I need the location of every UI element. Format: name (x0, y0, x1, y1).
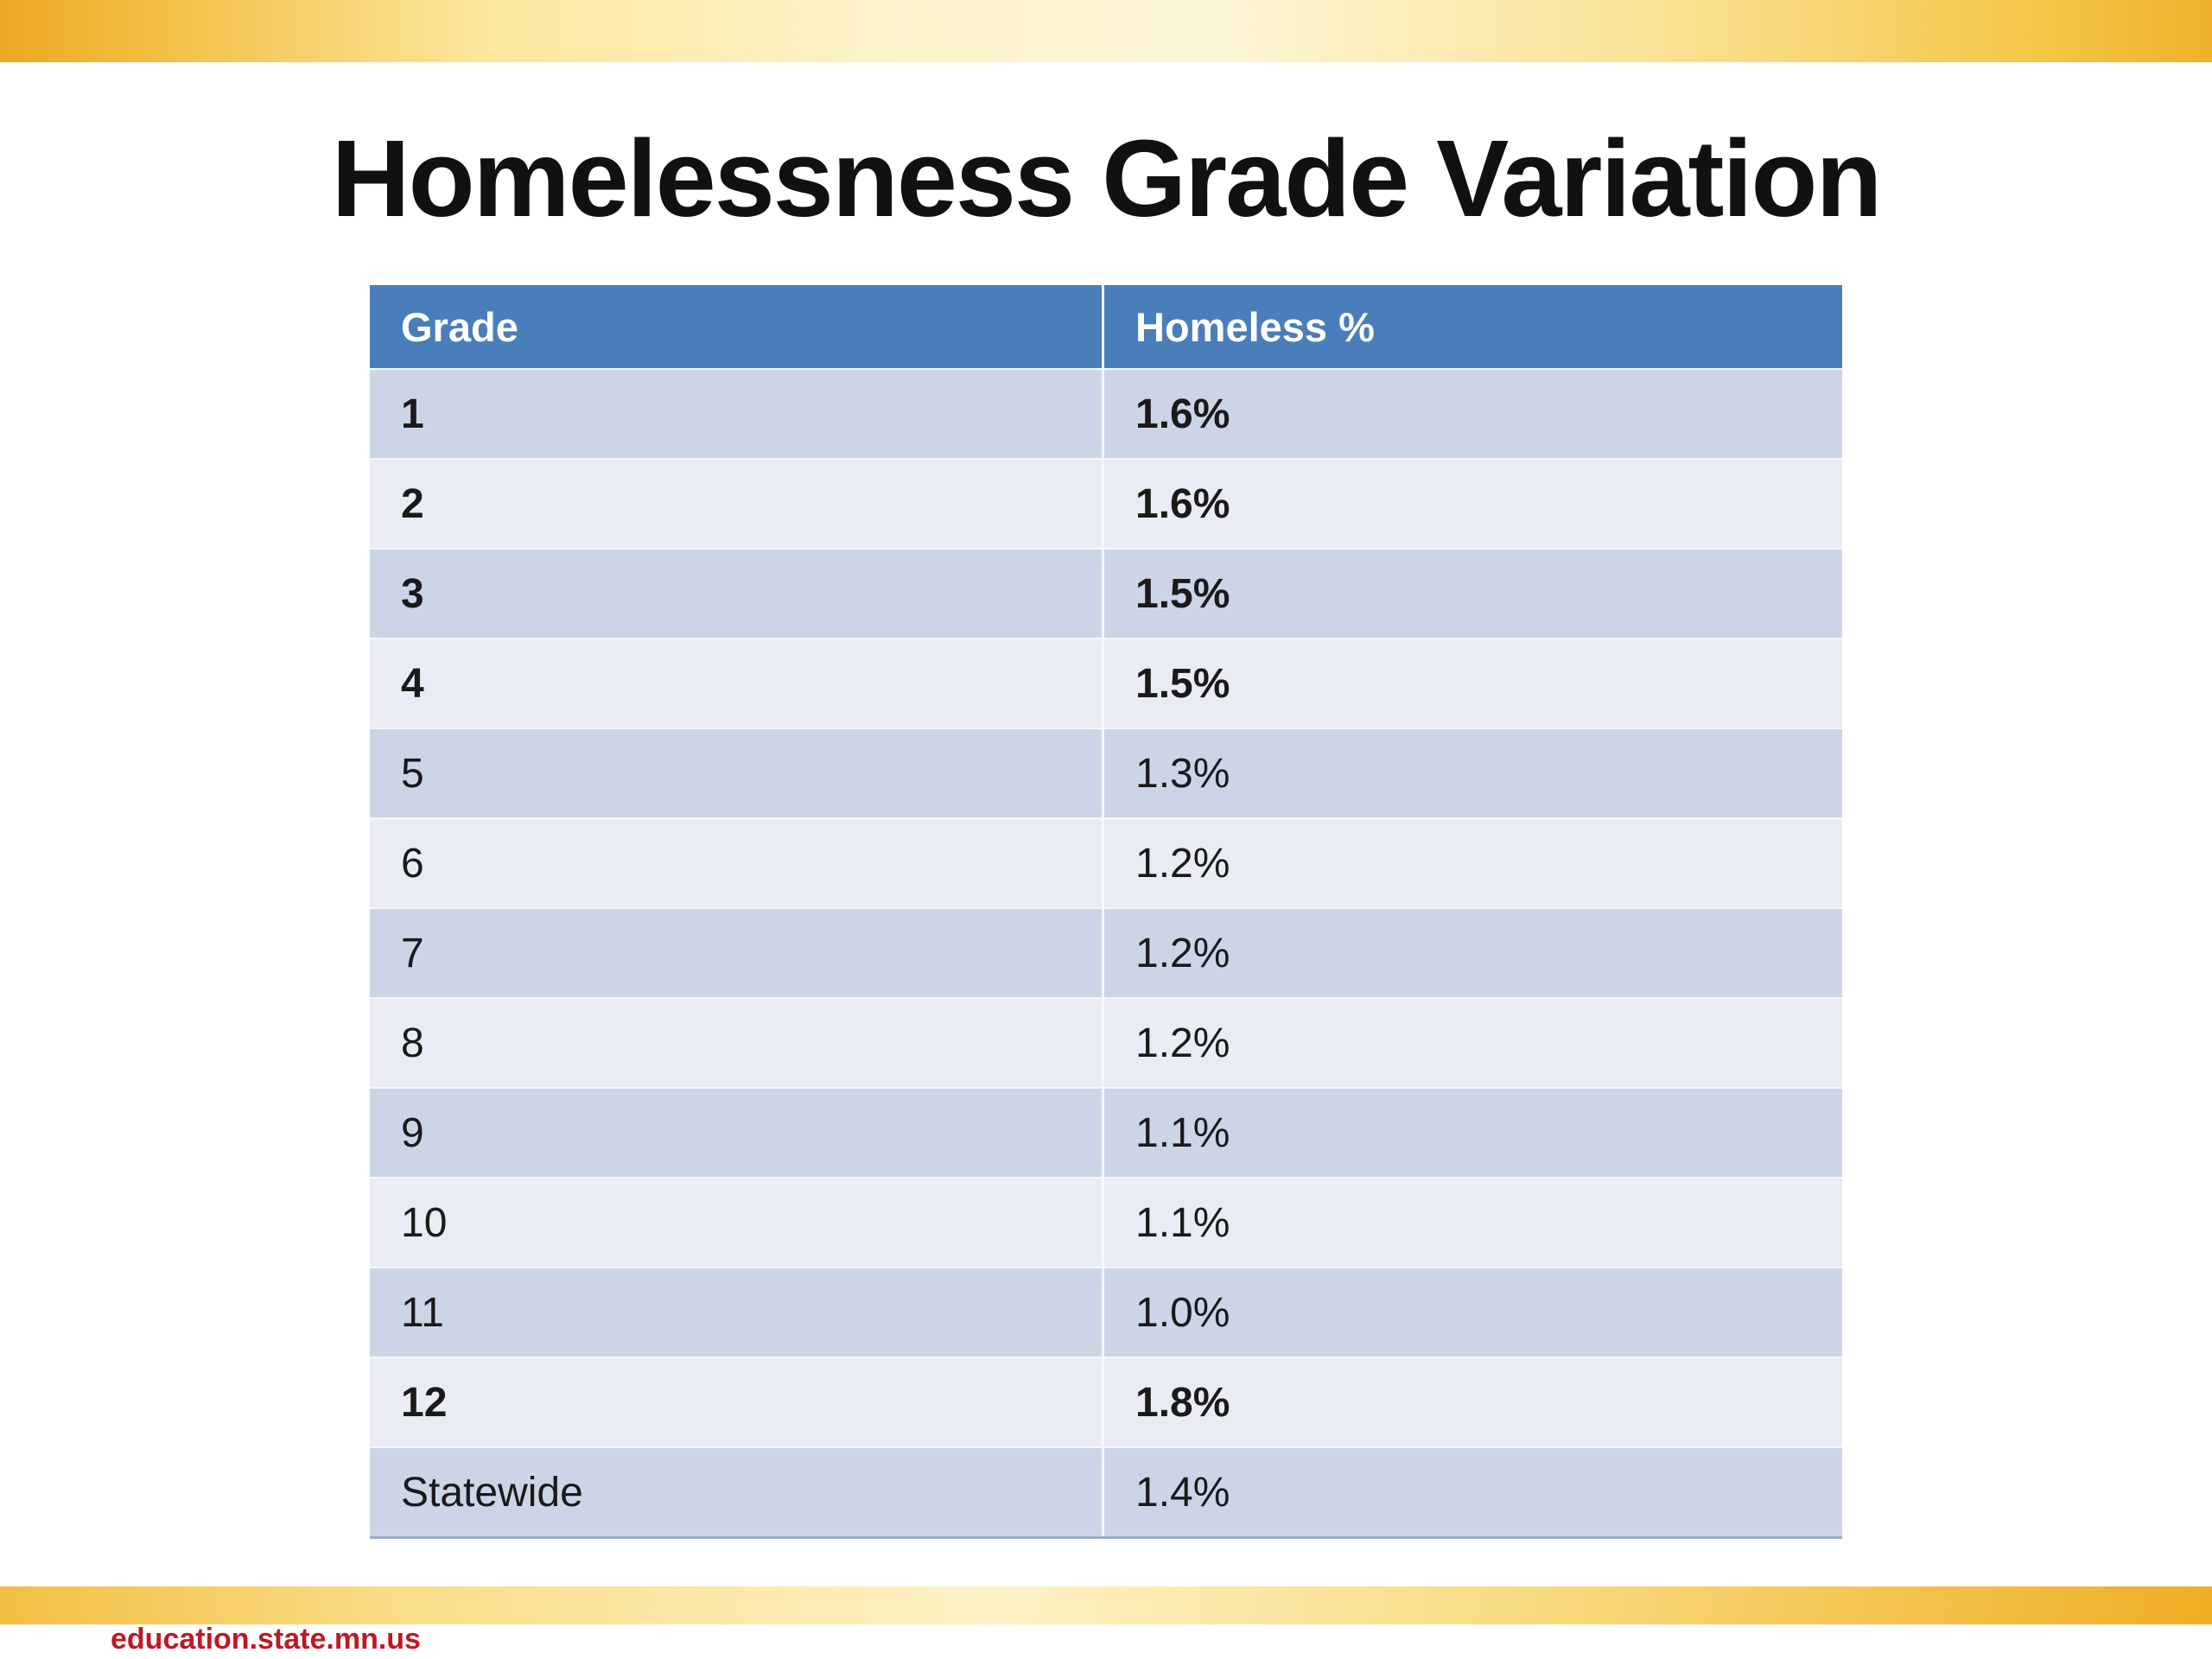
homeless-pct-cell: 1.1% (1135, 1109, 1230, 1156)
homeless-pct-cell: 1.8% (1135, 1379, 1230, 1426)
table-row: 6 1.2% (370, 817, 1842, 907)
homeless-pct-cell: 1.0% (1135, 1289, 1230, 1336)
grade-cell: 2 (370, 460, 1104, 548)
grade-cell: 4 (370, 639, 1104, 728)
grade-cell: 8 (370, 999, 1104, 1087)
homeless-pct-cell: 1.5% (1135, 660, 1230, 707)
table-row: 5 1.3% (370, 728, 1842, 817)
table-row: 4 1.5% (370, 638, 1842, 728)
grade-cell: 1 (370, 370, 1104, 458)
homeless-column-header: Homeless % (1135, 303, 1375, 350)
grade-cell: 11 (370, 1268, 1104, 1357)
table-row: 1 1.6% (370, 368, 1842, 458)
table-row: 11 1.0% (370, 1267, 1842, 1357)
grade-cell: 7 (370, 909, 1104, 997)
table-header-row: Grade Homeless % (370, 285, 1842, 368)
table-row: 7 1.2% (370, 907, 1842, 997)
table-row: Statewide 1.4% (370, 1446, 1842, 1536)
table-row: 10 1.1% (370, 1177, 1842, 1267)
grade-column-header: Grade (370, 285, 1104, 368)
grade-cell: 9 (370, 1089, 1104, 1177)
table-body: 1 1.6% 2 1.6% 3 1.5% 4 1.5% 5 1.3% 6 1.2% 7 1.2% 8 1.2%… (370, 368, 1842, 1536)
table-row: 3 1.5% (370, 548, 1842, 638)
grade-cell: Statewide (370, 1448, 1104, 1536)
slide-title: Homelessness Grade Variation (331, 118, 1883, 239)
table-row: 12 1.8% (370, 1357, 1842, 1446)
grade-cell: 5 (370, 729, 1104, 817)
table-row: 8 1.2% (370, 997, 1842, 1087)
table-row: 2 1.6% (370, 458, 1842, 548)
top-accent-bar (0, 0, 2212, 62)
homeless-pct-cell: 1.6% (1135, 480, 1230, 527)
bottom-accent-bar (0, 1586, 2212, 1624)
grade-cell: 12 (370, 1358, 1104, 1446)
homeless-pct-cell: 1.4% (1135, 1469, 1230, 1516)
footer-url: education.state.mn.us (111, 1623, 421, 1656)
grade-cell: 3 (370, 550, 1104, 638)
homeless-pct-cell: 1.2% (1135, 1020, 1230, 1066)
homeless-pct-cell: 1.3% (1135, 750, 1230, 797)
table-row: 9 1.1% (370, 1087, 1842, 1177)
homeless-pct-cell: 1.6% (1135, 391, 1230, 437)
grade-cell: 6 (370, 819, 1104, 907)
grade-cell: 10 (370, 1179, 1104, 1267)
homeless-pct-cell: 1.2% (1135, 840, 1230, 887)
homeless-pct-cell: 1.2% (1135, 930, 1230, 976)
homeless-pct-cell: 1.5% (1135, 570, 1230, 617)
grade-homeless-table: Grade Homeless % 1 1.6% 2 1.6% 3 1.5% 4 1.5% 5 1.… (370, 285, 1842, 1539)
homeless-pct-cell: 1.1% (1135, 1199, 1230, 1246)
